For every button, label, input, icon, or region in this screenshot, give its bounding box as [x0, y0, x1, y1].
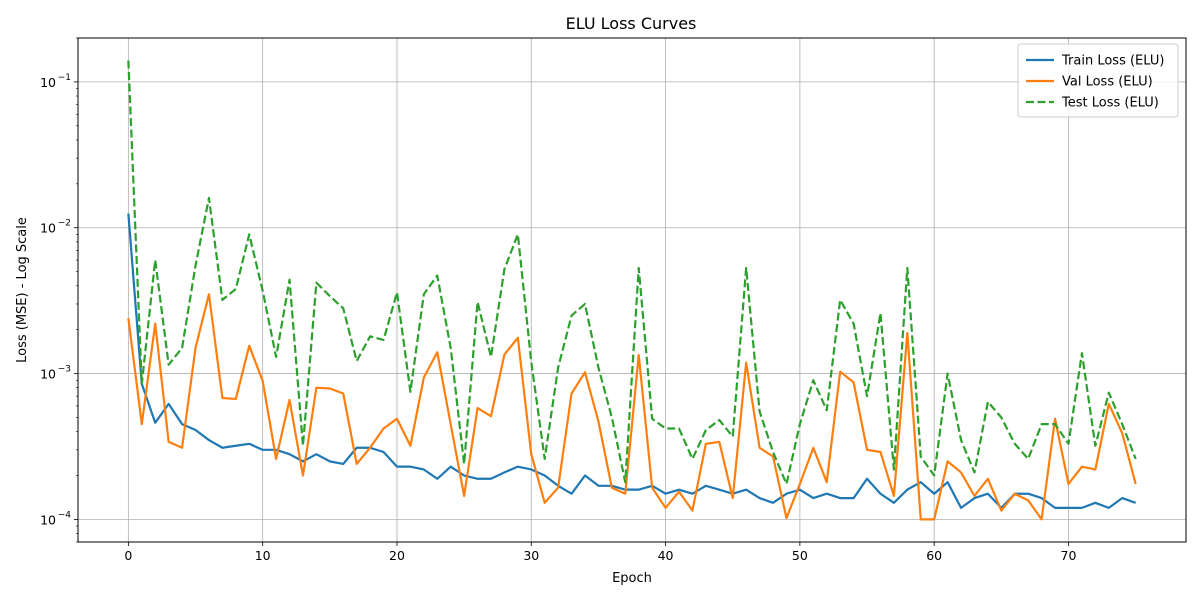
y-tick-label: 10: [40, 512, 56, 527]
x-axis-label: Epoch: [612, 571, 652, 586]
x-tick-label: 10: [255, 548, 271, 563]
y-tick-exponent: −3: [58, 365, 71, 375]
x-tick-label: 50: [792, 548, 808, 563]
legend-label-2: Val Loss (ELU): [1062, 75, 1153, 90]
plot-area-frame: [77, 37, 1187, 543]
y-tick-exponent: −1: [58, 73, 71, 83]
legend-label-1: Train Loss (ELU): [1061, 54, 1164, 69]
y-tick-exponent: −2: [58, 219, 71, 229]
x-tick-label: 60: [926, 548, 942, 563]
y-tick-label: 10: [40, 367, 56, 382]
y-tick-label: 10: [40, 75, 56, 90]
series-line-1: [127, 213, 1137, 509]
series-layer: [127, 60, 1137, 521]
y-axis-ticks: 10−410−310−210−1: [40, 37, 78, 543]
x-tick-label: 30: [523, 548, 539, 563]
y-tick-exponent: −4: [58, 510, 72, 520]
legend-label-3: Test Loss (ELU): [1061, 96, 1159, 111]
x-tick-label: 20: [389, 548, 405, 563]
y-axis-label: Loss (MSE) - Log Scale: [15, 217, 30, 363]
legend: Train Loss (ELU) Val Loss (ELU) Test Loss …: [1017, 43, 1179, 118]
x-tick-label: 0: [124, 548, 132, 563]
y-tick-label: 10: [40, 221, 56, 236]
x-tick-label: 40: [658, 548, 674, 563]
series-line-2: [127, 293, 1137, 521]
x-axis-ticks: 0 10 20 30 40 50 60 70: [124, 542, 1076, 563]
series-line-3: [127, 60, 1137, 486]
legend-box: [1017, 43, 1179, 118]
chart-title: ELU Loss Curves: [566, 14, 697, 33]
x-tick-label: 70: [1061, 548, 1077, 563]
